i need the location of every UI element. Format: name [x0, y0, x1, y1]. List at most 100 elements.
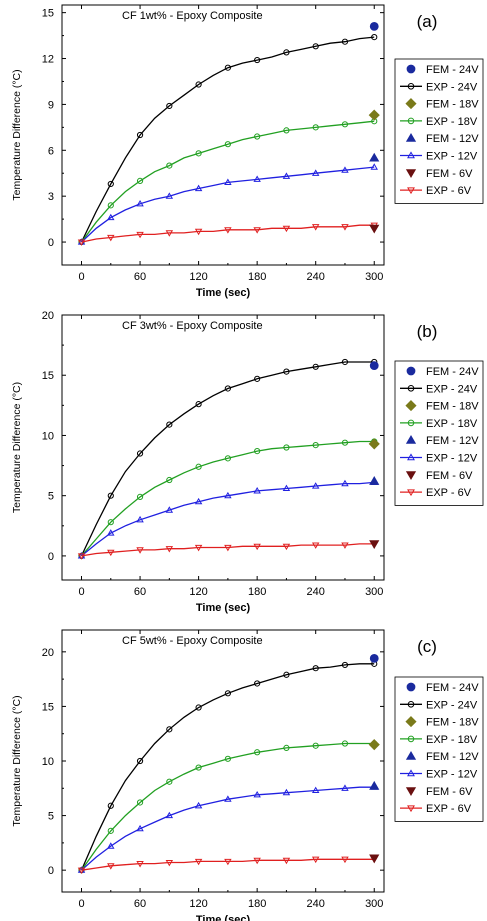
data-point — [166, 476, 173, 484]
legend-marker — [407, 151, 415, 159]
legend-entry: EXP - 12V — [426, 769, 478, 781]
chart-title: CF 3wt% - Epoxy Composite — [122, 320, 263, 332]
data-point — [77, 867, 86, 875]
legend-entry: EXP - 24V — [426, 383, 478, 395]
data-point — [136, 131, 144, 139]
fem-point — [369, 854, 380, 864]
fem-point — [369, 361, 379, 370]
x-tick-label: 0 — [78, 586, 84, 598]
data-point — [107, 549, 115, 557]
legend-marker — [407, 419, 415, 427]
legend-marker — [407, 83, 415, 90]
data-point — [224, 385, 231, 392]
data-point — [224, 141, 231, 148]
x-tick-label: 300 — [365, 586, 383, 598]
data-point — [254, 448, 261, 455]
series-line — [80, 663, 375, 871]
panel-label: (c) — [417, 637, 437, 656]
data-point — [107, 529, 115, 536]
legend-marker — [406, 682, 416, 692]
legend-entry: EXP - 12V — [426, 151, 478, 163]
data-point — [282, 857, 291, 865]
x-tick-label: 180 — [248, 271, 266, 283]
data-point — [341, 439, 349, 446]
data-point — [311, 542, 320, 549]
y-axis-label: Temperature Difference (°C) — [11, 69, 23, 200]
chart-panel: 0 60 120 180 240 300 0 3 6 9 12 15 Time (sec) Tempera… — [11, 4, 484, 299]
legend-entry: FEM - 6V — [426, 168, 473, 180]
data-point — [166, 778, 173, 785]
data-point — [107, 180, 114, 188]
x-tick-label: 240 — [307, 898, 325, 910]
x-tick-label: 120 — [189, 271, 207, 283]
data-point — [311, 856, 320, 864]
data-point — [253, 543, 261, 551]
data-point — [107, 802, 114, 809]
legend: FEM - 24V EXP - 24V FEM - 18V EXP - 18V FEM … — [394, 58, 484, 204]
legend: FEM - 24V EXP - 24V FEM - 18V EXP - 18V FEM … — [394, 676, 484, 822]
fem-point — [369, 152, 380, 162]
series-line — [80, 36, 375, 243]
legend-marker — [405, 787, 417, 796]
legend-entry: FEM - 24V — [426, 682, 479, 694]
data-point — [224, 544, 232, 552]
data-point — [165, 230, 174, 237]
data-point — [224, 178, 232, 185]
data-point — [194, 184, 203, 192]
series-line — [81, 166, 375, 243]
data-point — [312, 43, 319, 50]
legend-marker — [407, 735, 415, 743]
plot-frame — [61, 314, 385, 581]
data-point — [136, 757, 144, 765]
legend-entry: EXP - 6V — [426, 487, 472, 499]
data-point — [283, 368, 290, 375]
data-point — [283, 49, 290, 56]
data-point — [165, 859, 174, 867]
legend-marker — [406, 64, 416, 74]
y-axis-label: Temperature Difference (°C) — [11, 382, 23, 513]
fem-point — [369, 476, 380, 485]
data-point — [224, 795, 232, 802]
data-point — [166, 421, 173, 428]
fem-point — [368, 109, 380, 121]
data-point — [312, 441, 319, 449]
legend-marker — [405, 98, 417, 110]
legend-marker — [405, 400, 417, 412]
x-tick-label: 240 — [307, 271, 325, 283]
data-point — [224, 858, 232, 866]
data-point — [282, 225, 291, 233]
legend-marker — [405, 169, 417, 178]
data-point — [165, 506, 174, 513]
data-point — [165, 192, 174, 199]
fem-point — [368, 739, 380, 751]
data-point — [224, 690, 231, 697]
legend-marker — [407, 701, 415, 708]
data-point — [253, 175, 261, 182]
data-point — [107, 492, 114, 499]
data-point — [136, 177, 144, 184]
data-point — [283, 744, 290, 752]
legend-entry: EXP - 12V — [426, 453, 478, 465]
chart-panel: 0 60 120 180 240 300 0 5 10 15 20 Time (sec) Tempera… — [11, 310, 484, 614]
y-tick-label: 10 — [42, 756, 54, 768]
data-point — [194, 544, 203, 552]
data-point — [107, 842, 115, 849]
legend-entry: EXP - 18V — [426, 418, 478, 430]
y-tick-label: 6 — [48, 145, 54, 157]
x-tick-label: 0 — [78, 271, 84, 283]
y-axis-label: Temperature Difference (°C) — [11, 695, 23, 826]
plot-frame — [61, 629, 385, 893]
data-point — [194, 497, 203, 505]
chart-title: CF 5wt% - Epoxy Composite — [122, 635, 263, 647]
x-axis-label: Time (sec) — [196, 602, 251, 614]
data-point — [165, 811, 174, 819]
legend-entry: FEM - 12V — [426, 751, 479, 763]
data-point — [341, 542, 349, 549]
y-tick-label: 20 — [42, 647, 54, 659]
data-point — [107, 827, 114, 834]
data-point — [254, 56, 261, 64]
data-point — [254, 375, 261, 382]
x-tick-label: 180 — [248, 586, 266, 598]
series-line — [80, 361, 375, 557]
